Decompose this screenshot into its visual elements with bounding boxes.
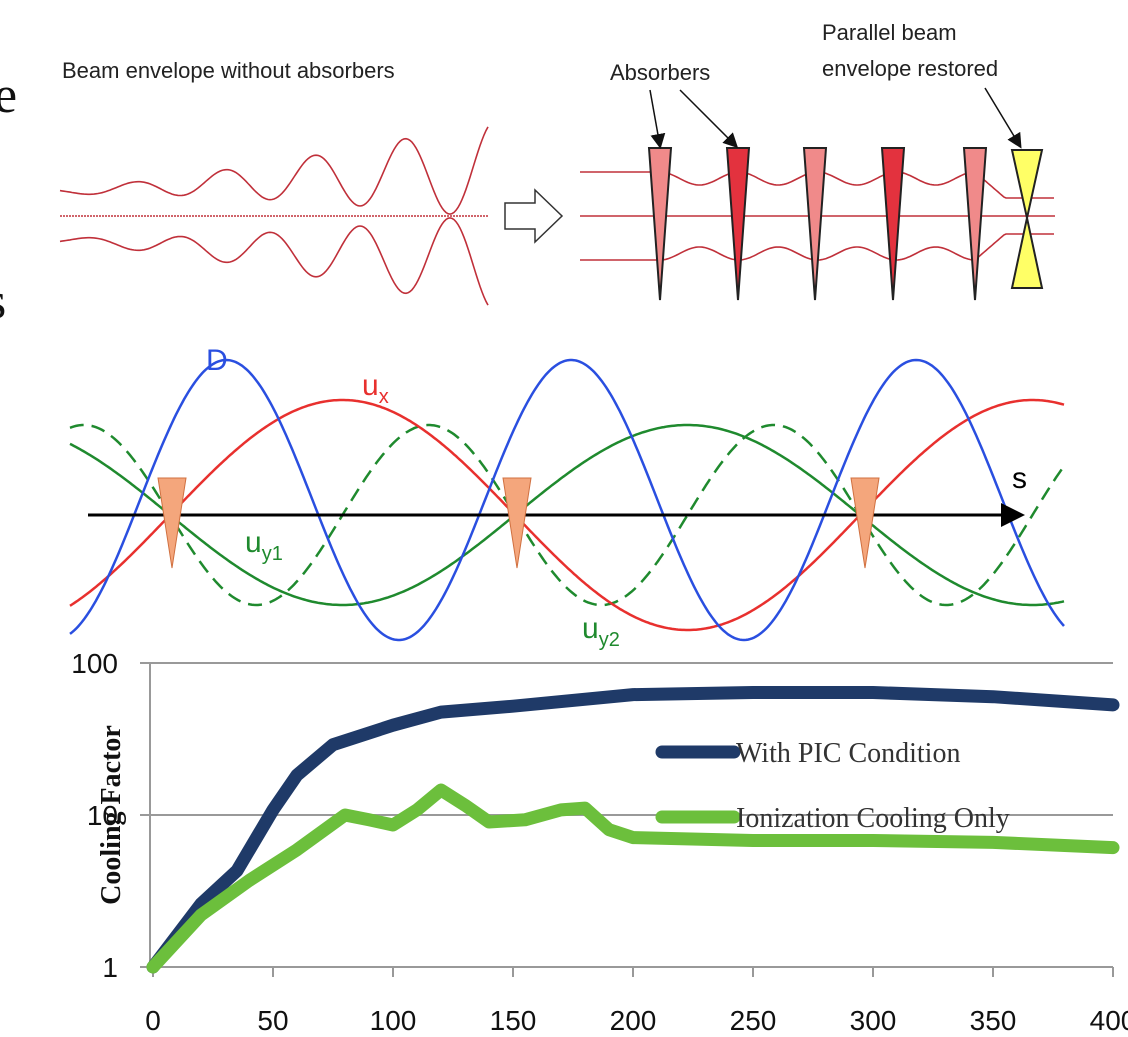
- x-tick-label: 50: [257, 1005, 288, 1036]
- label-sub: y2: [599, 629, 620, 651]
- label-main: u: [582, 612, 599, 645]
- label-sub: y1: [262, 543, 283, 565]
- x-tick-label: 350: [970, 1005, 1017, 1036]
- absorber: [502, 477, 532, 569]
- legend-label: With PIC Condition: [736, 738, 960, 769]
- focusing-element: [1010, 149, 1044, 289]
- series-line: [146, 783, 1120, 974]
- y-tick-label: 10: [87, 800, 118, 831]
- label-main: u: [245, 526, 262, 559]
- cropped-glyph: s: [0, 273, 6, 330]
- x-tick-label: 250: [730, 1005, 777, 1036]
- envelope: [59, 217, 489, 306]
- envelope: [59, 126, 489, 215]
- curve-uy1: [69, 423, 1065, 607]
- cropped-glyph: e: [0, 67, 17, 124]
- absorber: [802, 147, 828, 301]
- y-axis-label: Cooling Factor: [96, 725, 127, 905]
- pointer: [649, 89, 666, 149]
- chart: 1 10 100 0 50 100 150 200 250 300 350 400 Cooling Fa…: [71, 648, 1128, 1036]
- x-tick-label: 300: [850, 1005, 897, 1036]
- label-uy2: uy2: [582, 612, 620, 651]
- absorber: [880, 147, 906, 301]
- y-tick-label: 100: [71, 648, 118, 679]
- y-tick-label: 1: [102, 952, 118, 983]
- absorber: [647, 147, 673, 301]
- absorber: [850, 477, 880, 569]
- beam-diagram: [59, 87, 1055, 306]
- beam-label: Beam envelope without absorbers: [62, 58, 395, 83]
- label-sub: x: [379, 386, 389, 408]
- label-ux: ux: [362, 369, 389, 408]
- x-tick-label: 100: [370, 1005, 417, 1036]
- pointer: [679, 89, 739, 149]
- absorber: [725, 147, 751, 301]
- label-d: D: [206, 344, 228, 377]
- x-tick-label: 200: [610, 1005, 657, 1036]
- curve-uy2: [69, 423, 1066, 607]
- absorber: [962, 147, 988, 301]
- label-s: s: [1012, 462, 1027, 495]
- x-tick-label: 0: [145, 1005, 161, 1036]
- pointer: [984, 87, 1022, 149]
- x-tick-label: 150: [490, 1005, 537, 1036]
- curve-ux: [69, 398, 1065, 632]
- label-uy1: uy1: [245, 526, 283, 565]
- curve-d: [69, 358, 1065, 642]
- series-line: [146, 686, 1120, 974]
- x-tick-label: 400: [1090, 1005, 1128, 1036]
- absorber: [157, 477, 187, 569]
- restored-label: envelope restored: [822, 56, 998, 81]
- absorbers-label: Absorbers: [610, 60, 710, 85]
- legend-label: Ionization Cooling Only: [736, 803, 1010, 834]
- restored-label: Parallel beam: [822, 20, 957, 45]
- label-main: u: [362, 369, 379, 402]
- big-arrow: [504, 188, 564, 244]
